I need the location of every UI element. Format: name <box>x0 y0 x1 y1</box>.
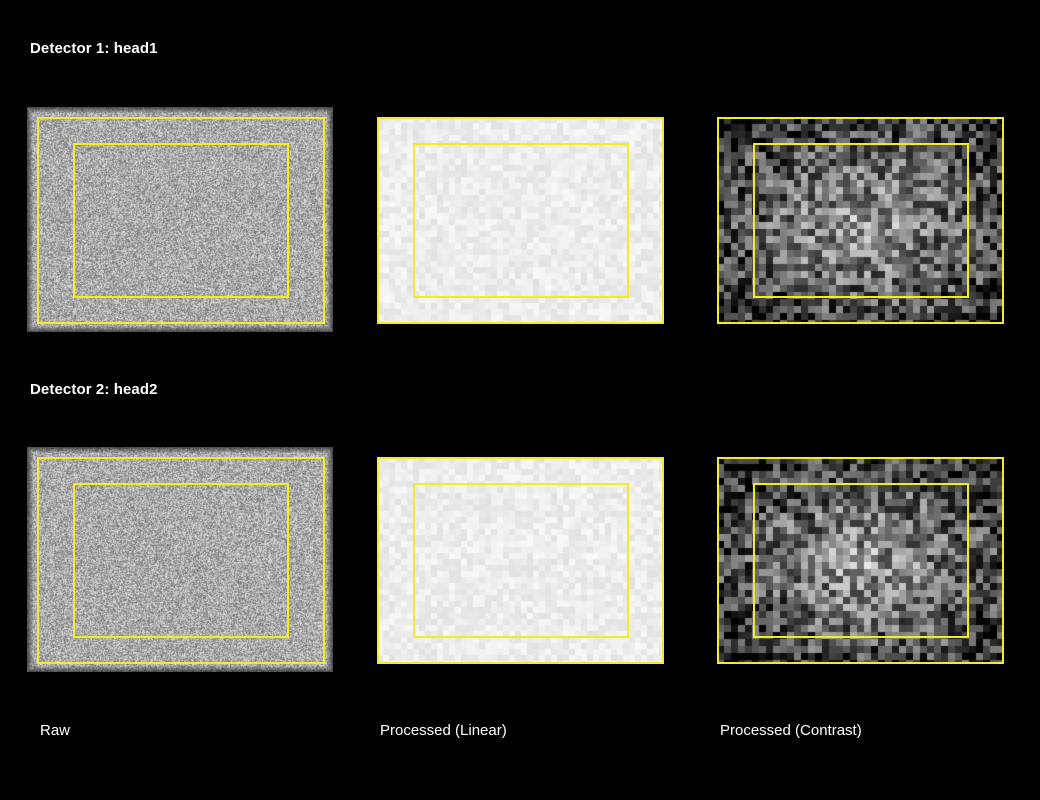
outer-roi-box <box>37 457 325 664</box>
outer-roi-box <box>717 117 1004 324</box>
outer-roi-box <box>37 117 325 324</box>
inner-roi-box <box>413 143 629 298</box>
outer-roi-box <box>377 457 664 664</box>
column-label-raw: Raw <box>40 722 71 739</box>
detector-2-contrast-image <box>717 457 1004 664</box>
detector-2-linear-image <box>377 457 664 664</box>
inner-roi-box <box>73 143 289 298</box>
detector-2-raw-image <box>27 447 333 672</box>
detector-2-title: Detector 2: head2 <box>30 381 158 398</box>
inner-roi-box <box>73 483 289 638</box>
inner-roi-box <box>753 143 969 298</box>
column-label-contrast: Processed (Contrast) <box>720 722 862 739</box>
outer-roi-box <box>717 457 1004 664</box>
outer-roi-box <box>377 117 664 324</box>
detector-1-title: Detector 1: head1 <box>30 40 158 57</box>
detector-1-linear-image <box>377 117 664 324</box>
detector-1-contrast-image <box>717 117 1004 324</box>
inner-roi-box <box>413 483 629 638</box>
column-label-linear: Processed (Linear) <box>380 722 507 739</box>
detector-1-raw-image <box>27 107 333 332</box>
inner-roi-box <box>753 483 969 638</box>
